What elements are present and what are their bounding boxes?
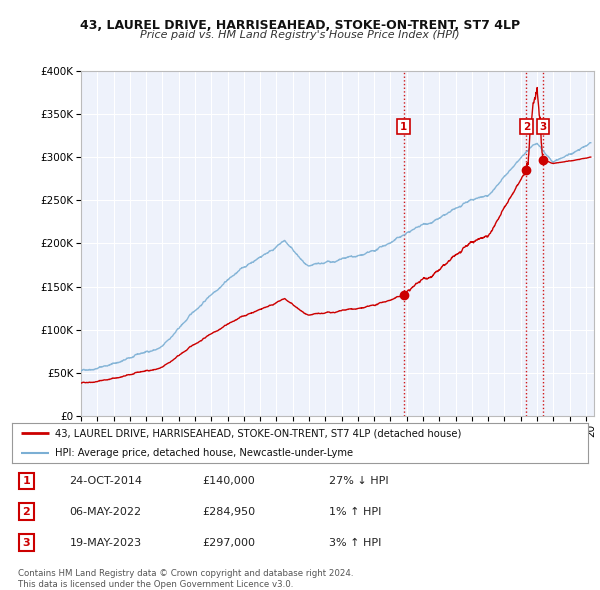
Text: 3: 3 <box>539 122 547 132</box>
Text: 27% ↓ HPI: 27% ↓ HPI <box>329 476 388 486</box>
Text: 24-OCT-2014: 24-OCT-2014 <box>70 476 143 486</box>
Text: £284,950: £284,950 <box>202 507 255 517</box>
Text: 43, LAUREL DRIVE, HARRISEAHEAD, STOKE-ON-TRENT, ST7 4LP (detached house): 43, LAUREL DRIVE, HARRISEAHEAD, STOKE-ON… <box>55 428 461 438</box>
Text: £140,000: £140,000 <box>202 476 255 486</box>
Text: 19-MAY-2023: 19-MAY-2023 <box>70 537 142 548</box>
Text: 1: 1 <box>23 476 30 486</box>
Text: Price paid vs. HM Land Registry's House Price Index (HPI): Price paid vs. HM Land Registry's House … <box>140 30 460 40</box>
Text: 1% ↑ HPI: 1% ↑ HPI <box>329 507 381 517</box>
Text: 43, LAUREL DRIVE, HARRISEAHEAD, STOKE-ON-TRENT, ST7 4LP: 43, LAUREL DRIVE, HARRISEAHEAD, STOKE-ON… <box>80 19 520 32</box>
Text: HPI: Average price, detached house, Newcastle-under-Lyme: HPI: Average price, detached house, Newc… <box>55 448 353 458</box>
Text: 3% ↑ HPI: 3% ↑ HPI <box>329 537 381 548</box>
Text: 3: 3 <box>23 537 30 548</box>
Text: 2: 2 <box>523 122 530 132</box>
Text: £297,000: £297,000 <box>202 537 255 548</box>
Text: Contains HM Land Registry data © Crown copyright and database right 2024.
This d: Contains HM Land Registry data © Crown c… <box>18 569 353 589</box>
Text: 1: 1 <box>400 122 407 132</box>
Text: 2: 2 <box>23 507 30 517</box>
Text: 06-MAY-2022: 06-MAY-2022 <box>70 507 142 517</box>
